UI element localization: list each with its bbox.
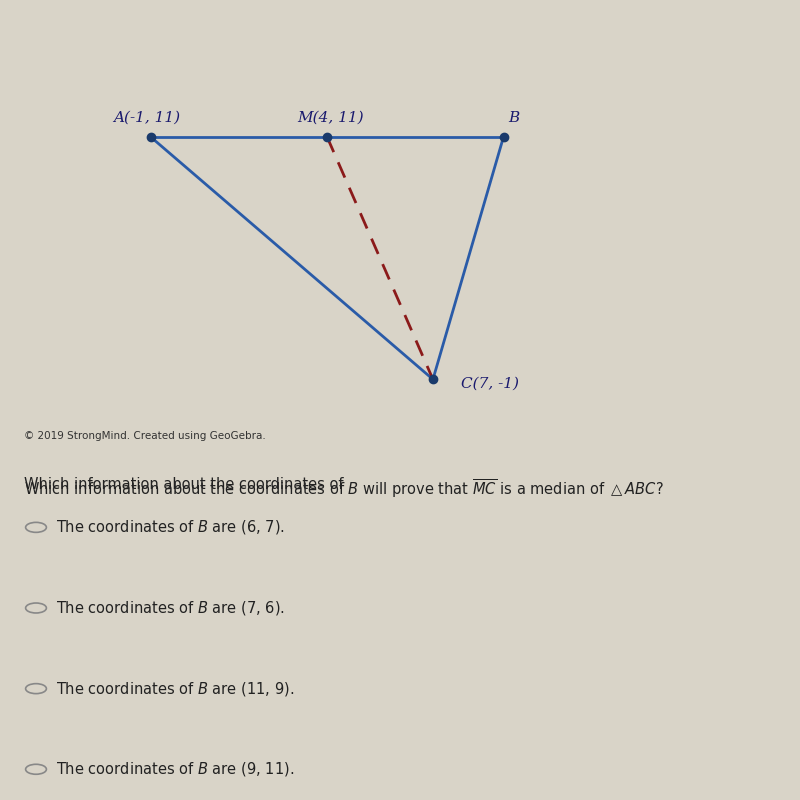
Text: The coordinates of $\it{B}$ are (7, 6).: The coordinates of $\it{B}$ are (7, 6). xyxy=(56,599,285,617)
Text: A(-1, 11): A(-1, 11) xyxy=(114,110,181,125)
Text: The coordinates of $\it{B}$ are (11, 9).: The coordinates of $\it{B}$ are (11, 9). xyxy=(56,680,294,698)
Text: M(4, 11): M(4, 11) xyxy=(298,110,364,125)
Text: Which information about the coordinates of: Which information about the coordinates … xyxy=(24,478,348,493)
Text: © 2019 StrongMind. Created using GeoGebra.: © 2019 StrongMind. Created using GeoGebr… xyxy=(24,431,266,442)
Text: C(7, -1): C(7, -1) xyxy=(461,377,519,390)
Text: Which information about the coordinates of $\it{B}$ will prove that $\overline{M: Which information about the coordinates … xyxy=(24,478,664,500)
Text: B: B xyxy=(509,110,520,125)
Text: The coordinates of $\it{B}$ are (9, 11).: The coordinates of $\it{B}$ are (9, 11). xyxy=(56,760,294,778)
Text: The coordinates of $\it{B}$ are (6, 7).: The coordinates of $\it{B}$ are (6, 7). xyxy=(56,518,285,536)
